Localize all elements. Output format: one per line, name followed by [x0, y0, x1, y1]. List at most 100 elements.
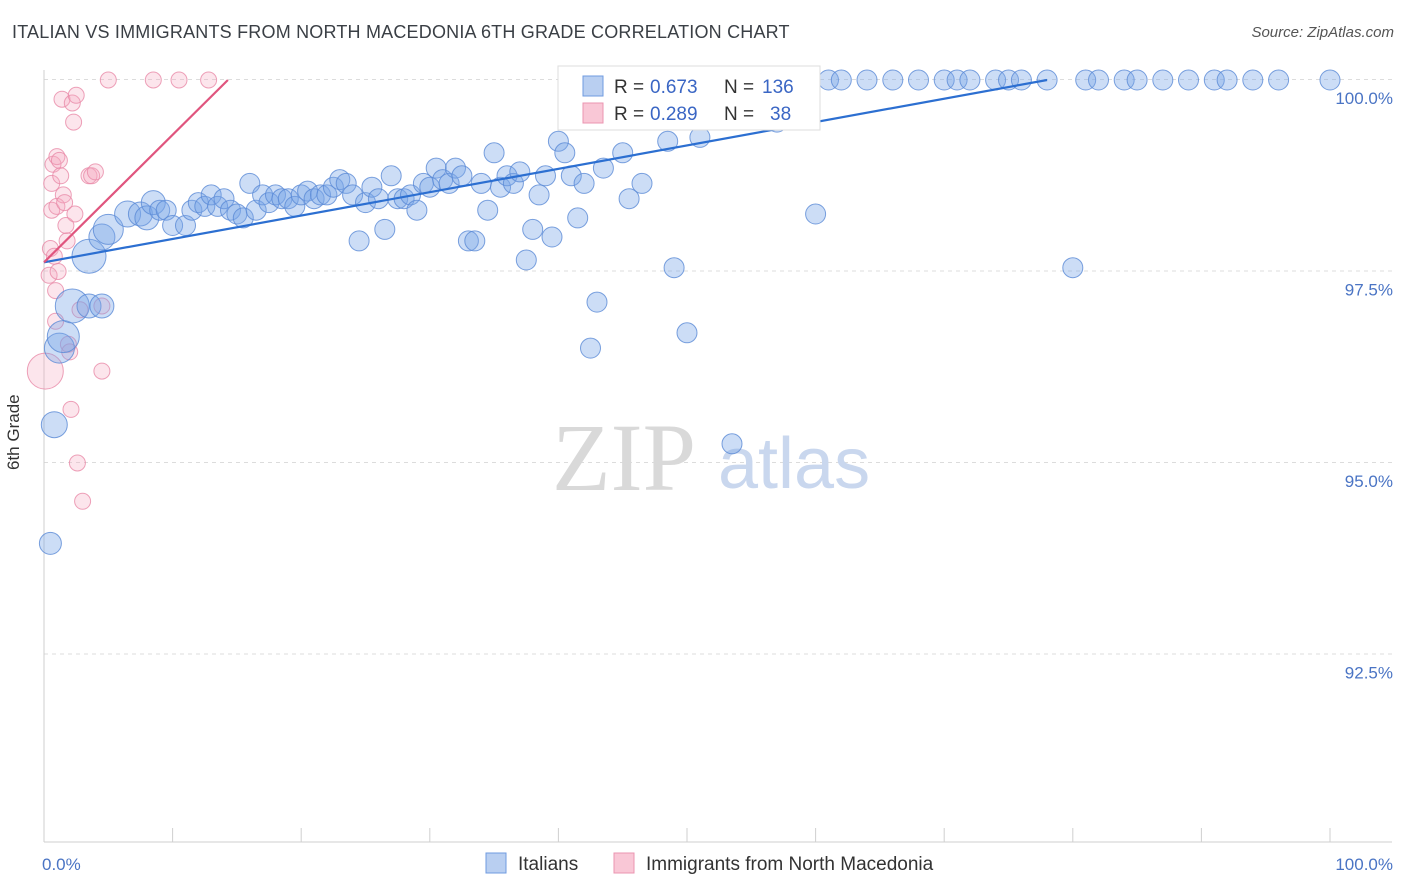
italians-point-80 — [580, 337, 601, 359]
north-macedonia-point-34 — [99, 71, 117, 89]
italians-point-38 — [310, 184, 331, 206]
bottom-legend-label-north-macedonia[interactable]: Immigrants from North Macedonia — [646, 854, 934, 875]
italians-point-5 — [76, 293, 102, 319]
north-macedonia-point-22 — [63, 94, 81, 112]
axes — [43, 70, 1392, 843]
italians-point-53 — [406, 199, 428, 221]
italians-point-125 — [1178, 69, 1199, 91]
bottom-legend-label-italians[interactable]: Italians — [518, 854, 578, 875]
italians-point-6 — [89, 293, 115, 319]
source-label: Source: ZipAtlas.com — [1251, 24, 1394, 41]
gridlines — [44, 79, 1392, 655]
italians-point-14 — [149, 199, 171, 221]
italians-point-47 — [367, 188, 389, 210]
italians-point-108 — [830, 69, 852, 91]
italians-point-9 — [92, 213, 124, 245]
north-macedonia-point-31 — [86, 163, 104, 181]
north-macedonia-point-35 — [144, 71, 162, 89]
italians-trend-line — [43, 78, 1048, 264]
north-macedonia-point-11 — [49, 263, 67, 280]
bottom-legend: Italians Immigrants from North Macedonia — [485, 852, 934, 875]
italians-point-35 — [290, 184, 312, 206]
italians-point-120 — [1075, 69, 1097, 91]
north-macedonia-point-23 — [65, 113, 83, 131]
italians-point-114 — [959, 69, 981, 91]
north-macedonia-trend-line — [43, 79, 229, 264]
italians-point-85 — [612, 142, 634, 164]
italians-point-106 — [805, 203, 827, 225]
italians-point-122 — [1113, 69, 1135, 91]
italians-point-37 — [303, 188, 325, 210]
italians-point-121 — [1088, 69, 1109, 91]
north-macedonia-point-12 — [50, 151, 68, 169]
italians-point-12 — [134, 205, 160, 231]
italians-point-129 — [1268, 69, 1290, 91]
italians-point-43 — [342, 184, 364, 206]
north-macedonia-point-33 — [93, 297, 111, 315]
italians-point-60 — [451, 165, 473, 187]
italians-point-42 — [335, 172, 357, 194]
italians-point-11 — [127, 201, 153, 227]
italians-point-1 — [40, 411, 68, 439]
italians-point-46 — [361, 176, 383, 198]
italians-point-8 — [88, 223, 116, 251]
x-tick-label-0: 0.0% — [42, 855, 81, 874]
italians-point-61 — [457, 230, 479, 252]
x-ticks — [43, 828, 1331, 842]
italians-point-130 — [1319, 69, 1341, 91]
italians-point-109 — [856, 69, 878, 91]
north-macedonia-point-13 — [52, 167, 70, 185]
north-macedonia-point-26 — [68, 454, 86, 472]
italians-point-21 — [200, 184, 222, 206]
italians-point-41 — [329, 169, 351, 191]
north-macedonia-point-27 — [71, 301, 89, 319]
italians-point-123 — [1126, 69, 1148, 91]
north-macedonia-point-20 — [61, 343, 79, 361]
italians-point-56 — [425, 157, 447, 179]
legend-n-value-italians: 136 — [762, 77, 794, 98]
italians-point-76 — [554, 142, 576, 164]
italians-point-128 — [1242, 69, 1264, 91]
italians-point-48 — [374, 218, 396, 240]
italians-point-82 — [592, 157, 614, 179]
bottom-legend-swatch-italians[interactable] — [485, 852, 507, 874]
legend-n-value-north-macedonia: 38 — [770, 104, 791, 125]
north-macedonia-point-1 — [40, 266, 58, 284]
italians-point-65 — [483, 142, 505, 164]
north-macedonia-point-32 — [93, 362, 111, 380]
italians-point-0 — [38, 531, 62, 555]
italians-point-126 — [1203, 69, 1225, 91]
legend-n-label-italians: N = — [724, 77, 754, 98]
north-macedonia-point-24 — [66, 205, 84, 223]
italians-point-111 — [908, 69, 929, 91]
italians-point-49 — [380, 165, 402, 187]
north-macedonia-point-17 — [57, 217, 75, 234]
north-macedonia-point-28 — [74, 492, 92, 510]
north-macedonia-point-25 — [67, 86, 85, 104]
italians-point-66 — [490, 176, 511, 198]
italians-point-16 — [162, 215, 184, 236]
italians-point-23 — [213, 188, 235, 210]
bottom-legend-swatch-north-macedonia[interactable] — [613, 852, 635, 874]
italians-point-92 — [663, 257, 685, 279]
italians-point-110 — [882, 69, 904, 91]
legend-r-value-italians: 0.673 — [650, 77, 698, 98]
watermark: ZIP atlas — [552, 404, 870, 511]
legend-box: R = 0.673 N = 136 R = 0.289 N = 38 — [557, 65, 821, 131]
series-north-macedonia-points — [26, 71, 218, 510]
tick-labels: 100.0% 97.5% 95.0% 92.5% 0.0% 100.0% — [42, 89, 1393, 874]
italians-point-124 — [1152, 69, 1174, 91]
italians-point-74 — [541, 226, 563, 248]
legend-n-label-north-macedonia: N = — [724, 104, 754, 125]
y-tick-label-1: 97.5% — [1345, 281, 1393, 300]
italians-point-62 — [464, 230, 486, 252]
north-macedonia-point-14 — [53, 90, 71, 108]
watermark-atlas: atlas — [718, 424, 870, 504]
legend-swatch-north-macedonia — [582, 102, 604, 124]
y-tick-label-0: 100.0% — [1335, 89, 1393, 108]
italians-point-112 — [933, 69, 955, 91]
italians-point-72 — [528, 184, 550, 206]
chart-title: ITALIAN VS IMMIGRANTS FROM NORTH MACEDON… — [12, 22, 790, 42]
italians-point-88 — [631, 172, 653, 194]
